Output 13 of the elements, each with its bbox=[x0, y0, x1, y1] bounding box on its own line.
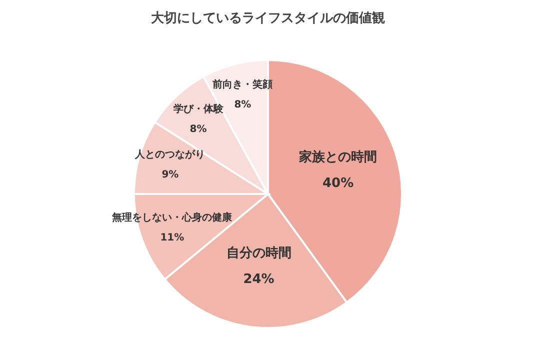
chart-title: 大切にしているライフスタイルの価値観 bbox=[151, 11, 385, 26]
slice-label: 前向き・笑顔 bbox=[212, 78, 273, 90]
data-label: 40% bbox=[322, 176, 354, 192]
slice-label: 家族との時間 bbox=[298, 149, 378, 166]
data-label: 11% bbox=[160, 232, 184, 244]
slice-label: 自分の時間 bbox=[226, 246, 292, 262]
slice-label: 学び・体験 bbox=[173, 102, 224, 115]
data-label: 8% bbox=[190, 124, 207, 135]
data-label: 24% bbox=[243, 272, 274, 288]
slice-label: 人とのつながり bbox=[134, 148, 206, 161]
data-label: 8% bbox=[234, 99, 252, 110]
data-label: 9% bbox=[162, 170, 179, 181]
slice-label: 無理をしない・心身の健康 bbox=[111, 211, 234, 224]
